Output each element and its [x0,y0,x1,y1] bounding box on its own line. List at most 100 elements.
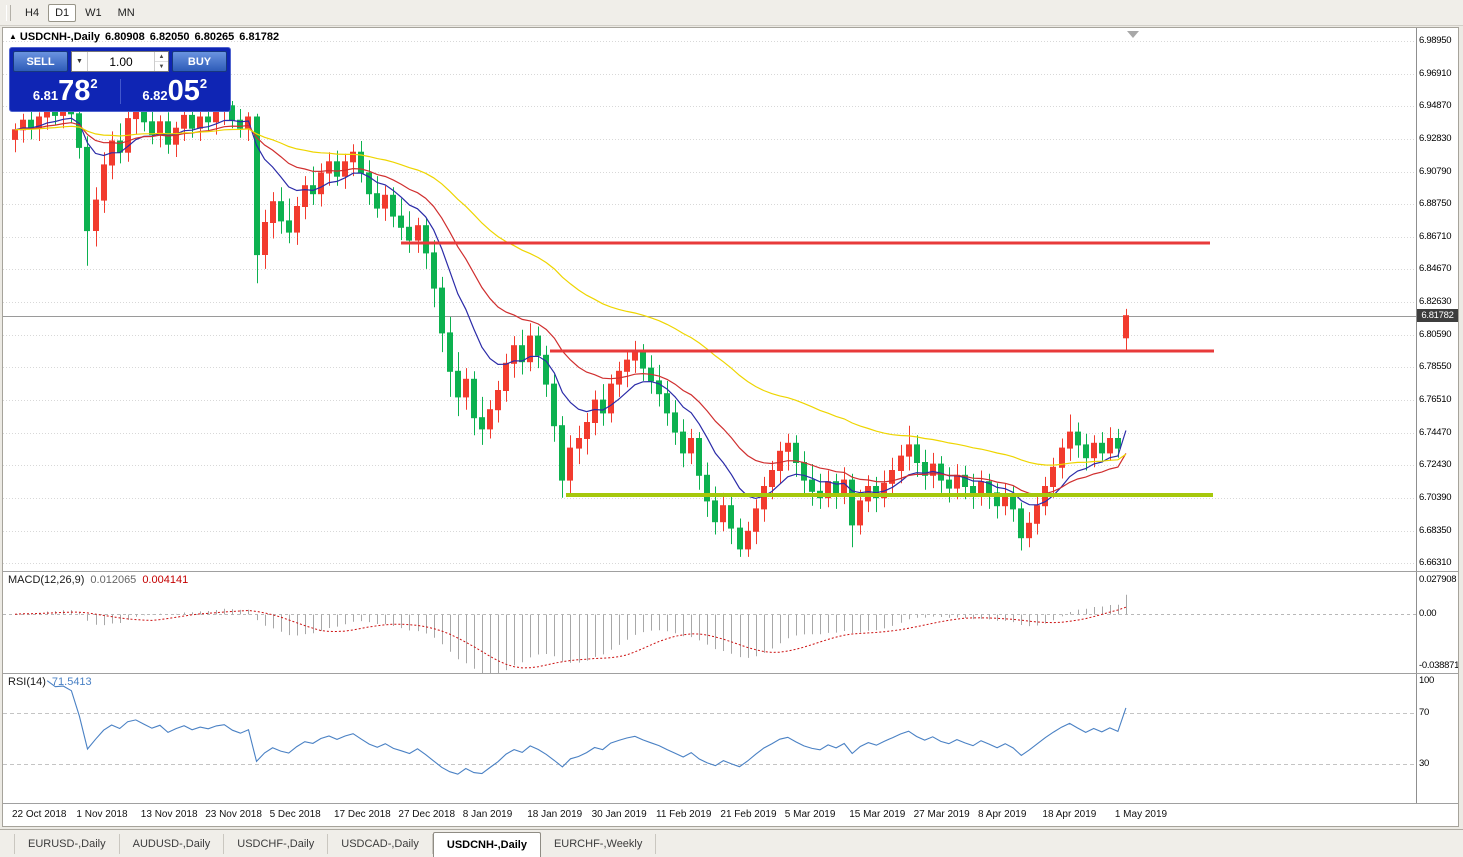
candle [487,409,493,430]
candle [334,161,340,177]
candle [398,215,404,228]
macd-scale[interactable]: 0.027908 0.00 -0.038871 [1416,572,1458,673]
price-pane: ▲ USDCNH-,Daily 6.80908 6.82050 6.80265 6.817… [3,28,1458,571]
ohlc-open: 6.80908 [105,31,145,43]
candle [382,194,388,209]
volume-spinner[interactable]: ▲ ▼ [154,52,168,71]
timeframe-button-d1[interactable]: D1 [48,4,77,22]
candle [189,114,195,129]
candle [737,527,743,550]
chart-tab-usdcnh-daily[interactable]: USDCNH-,Daily [432,832,541,857]
macd-title: MACD(12,26,9) 0.012065 0.004141 [8,574,188,586]
candle [519,345,525,363]
candle [849,479,855,526]
price-scale-label: 6.86710 [1419,230,1452,242]
candle [503,362,509,391]
macd-chart-canvas[interactable] [3,572,1416,673]
candle [889,470,895,484]
chart-tab-eurchf-weekly[interactable]: EURCHF-,Weekly [541,834,657,854]
candle [1059,447,1065,468]
price-scale-label: 6.68350 [1419,524,1452,536]
price-chart-canvas[interactable] [3,28,1416,571]
candle [527,335,533,363]
time-axis-label: 1 May 2019 [1114,809,1168,820]
candle [841,479,847,496]
candle [406,226,412,241]
time-axis-label: 27 Mar 2019 [913,809,970,820]
chart-tab-usdcad-daily[interactable]: USDCAD-,Daily [328,834,433,854]
candle [350,151,356,163]
buy-price[interactable]: 6.82052 [142,75,208,107]
time-axis-label: 17 Dec 2018 [334,809,391,820]
price-scale-label: 6.82630 [1419,296,1452,308]
sell-price[interactable]: 6.81782 [32,75,98,107]
candle [930,463,936,476]
macd-pane: MACD(12,26,9) 0.012065 0.004141 0.027908 0.… [3,572,1458,673]
volume-control[interactable]: ▼ 1.00 ▲ ▼ [71,51,169,72]
pane-splitter-macd[interactable] [3,571,1458,572]
candle [447,332,453,372]
timeframe-button-w1[interactable]: W1 [78,4,109,22]
candle [567,447,573,481]
candle [600,399,606,414]
spin-down-icon[interactable]: ▼ [158,63,165,70]
candle [213,110,219,123]
candle [769,470,775,487]
candle [455,370,461,398]
price-scale-label: 6.96910 [1419,67,1452,79]
rsi-chart-canvas[interactable] [3,674,1416,803]
buy-button[interactable]: BUY [172,51,227,72]
timeframe-button-mn[interactable]: MN [111,4,142,22]
rsi-scale[interactable]: 100 70 30 [1416,674,1458,803]
price-scale[interactable]: 6.81782 6.66310 6.68350 6.70390 6.72430 6.74… [1416,28,1458,571]
timeframe-button-h4[interactable]: H4 [18,4,46,22]
time-axis-label: 5 Dec 2018 [269,809,321,820]
candle [1075,431,1081,446]
ma-line-10 [14,117,1127,506]
price-scale-label: 6.98950 [1419,34,1452,46]
candle [1050,466,1056,487]
toolbar-grip[interactable] [6,4,11,21]
pane-splitter-rsi[interactable] [3,673,1458,674]
candle [1034,505,1040,524]
candle [511,345,517,364]
chart-shift-marker[interactable] [1127,31,1139,38]
candle [173,127,179,145]
time-axis-label: 30 Jan 2019 [591,809,647,820]
candle [986,481,992,494]
chart-window: ▲ USDCNH-,Daily 6.80908 6.82050 6.80265 6.817… [2,27,1459,827]
rsi-line [46,680,1127,775]
candle [423,225,429,254]
candle [1123,315,1129,339]
candle [471,378,477,419]
candle [1067,431,1073,449]
candle [286,220,292,233]
candle [720,505,726,523]
volume-value[interactable]: 1.00 [109,54,133,69]
candle [745,530,751,550]
time-axis-label: 8 Jan 2019 [462,809,513,820]
candle [84,146,90,232]
price-scale-label: 6.76510 [1419,393,1452,405]
rsi-scale-label: 70 [1419,706,1429,718]
time-axis[interactable]: 22 Oct 2018 1 Nov 2018 13 Nov 2018 23 Nov 2… [3,804,1458,826]
chart-tab-eurusd-daily[interactable]: EURUSD-,Daily [14,834,120,854]
volume-dropdown-icon[interactable]: ▼ [72,52,88,71]
spin-up-icon[interactable]: ▲ [155,52,168,62]
candle [696,438,702,476]
collapse-triangle-icon[interactable]: ▲ [9,32,17,41]
ma-line-50 [14,125,1127,466]
price-scale-label: 6.92830 [1419,132,1452,144]
sell-button[interactable]: SELL [13,51,68,72]
time-axis-label: 21 Feb 2019 [720,809,777,820]
candle [954,474,960,489]
candle [535,335,541,356]
time-axis-label: 15 Mar 2019 [849,809,906,820]
candle [680,431,686,454]
chart-tabs-bar: EURUSD-,Daily AUDUSD-,Daily USDCHF-,Daily U… [0,829,1463,857]
chart-tab-audusd-daily[interactable]: AUDUSD-,Daily [120,834,225,854]
candle [946,479,952,489]
price-divider [119,79,121,104]
candle [270,201,276,223]
chart-tab-usdchf-daily[interactable]: USDCHF-,Daily [224,834,329,854]
